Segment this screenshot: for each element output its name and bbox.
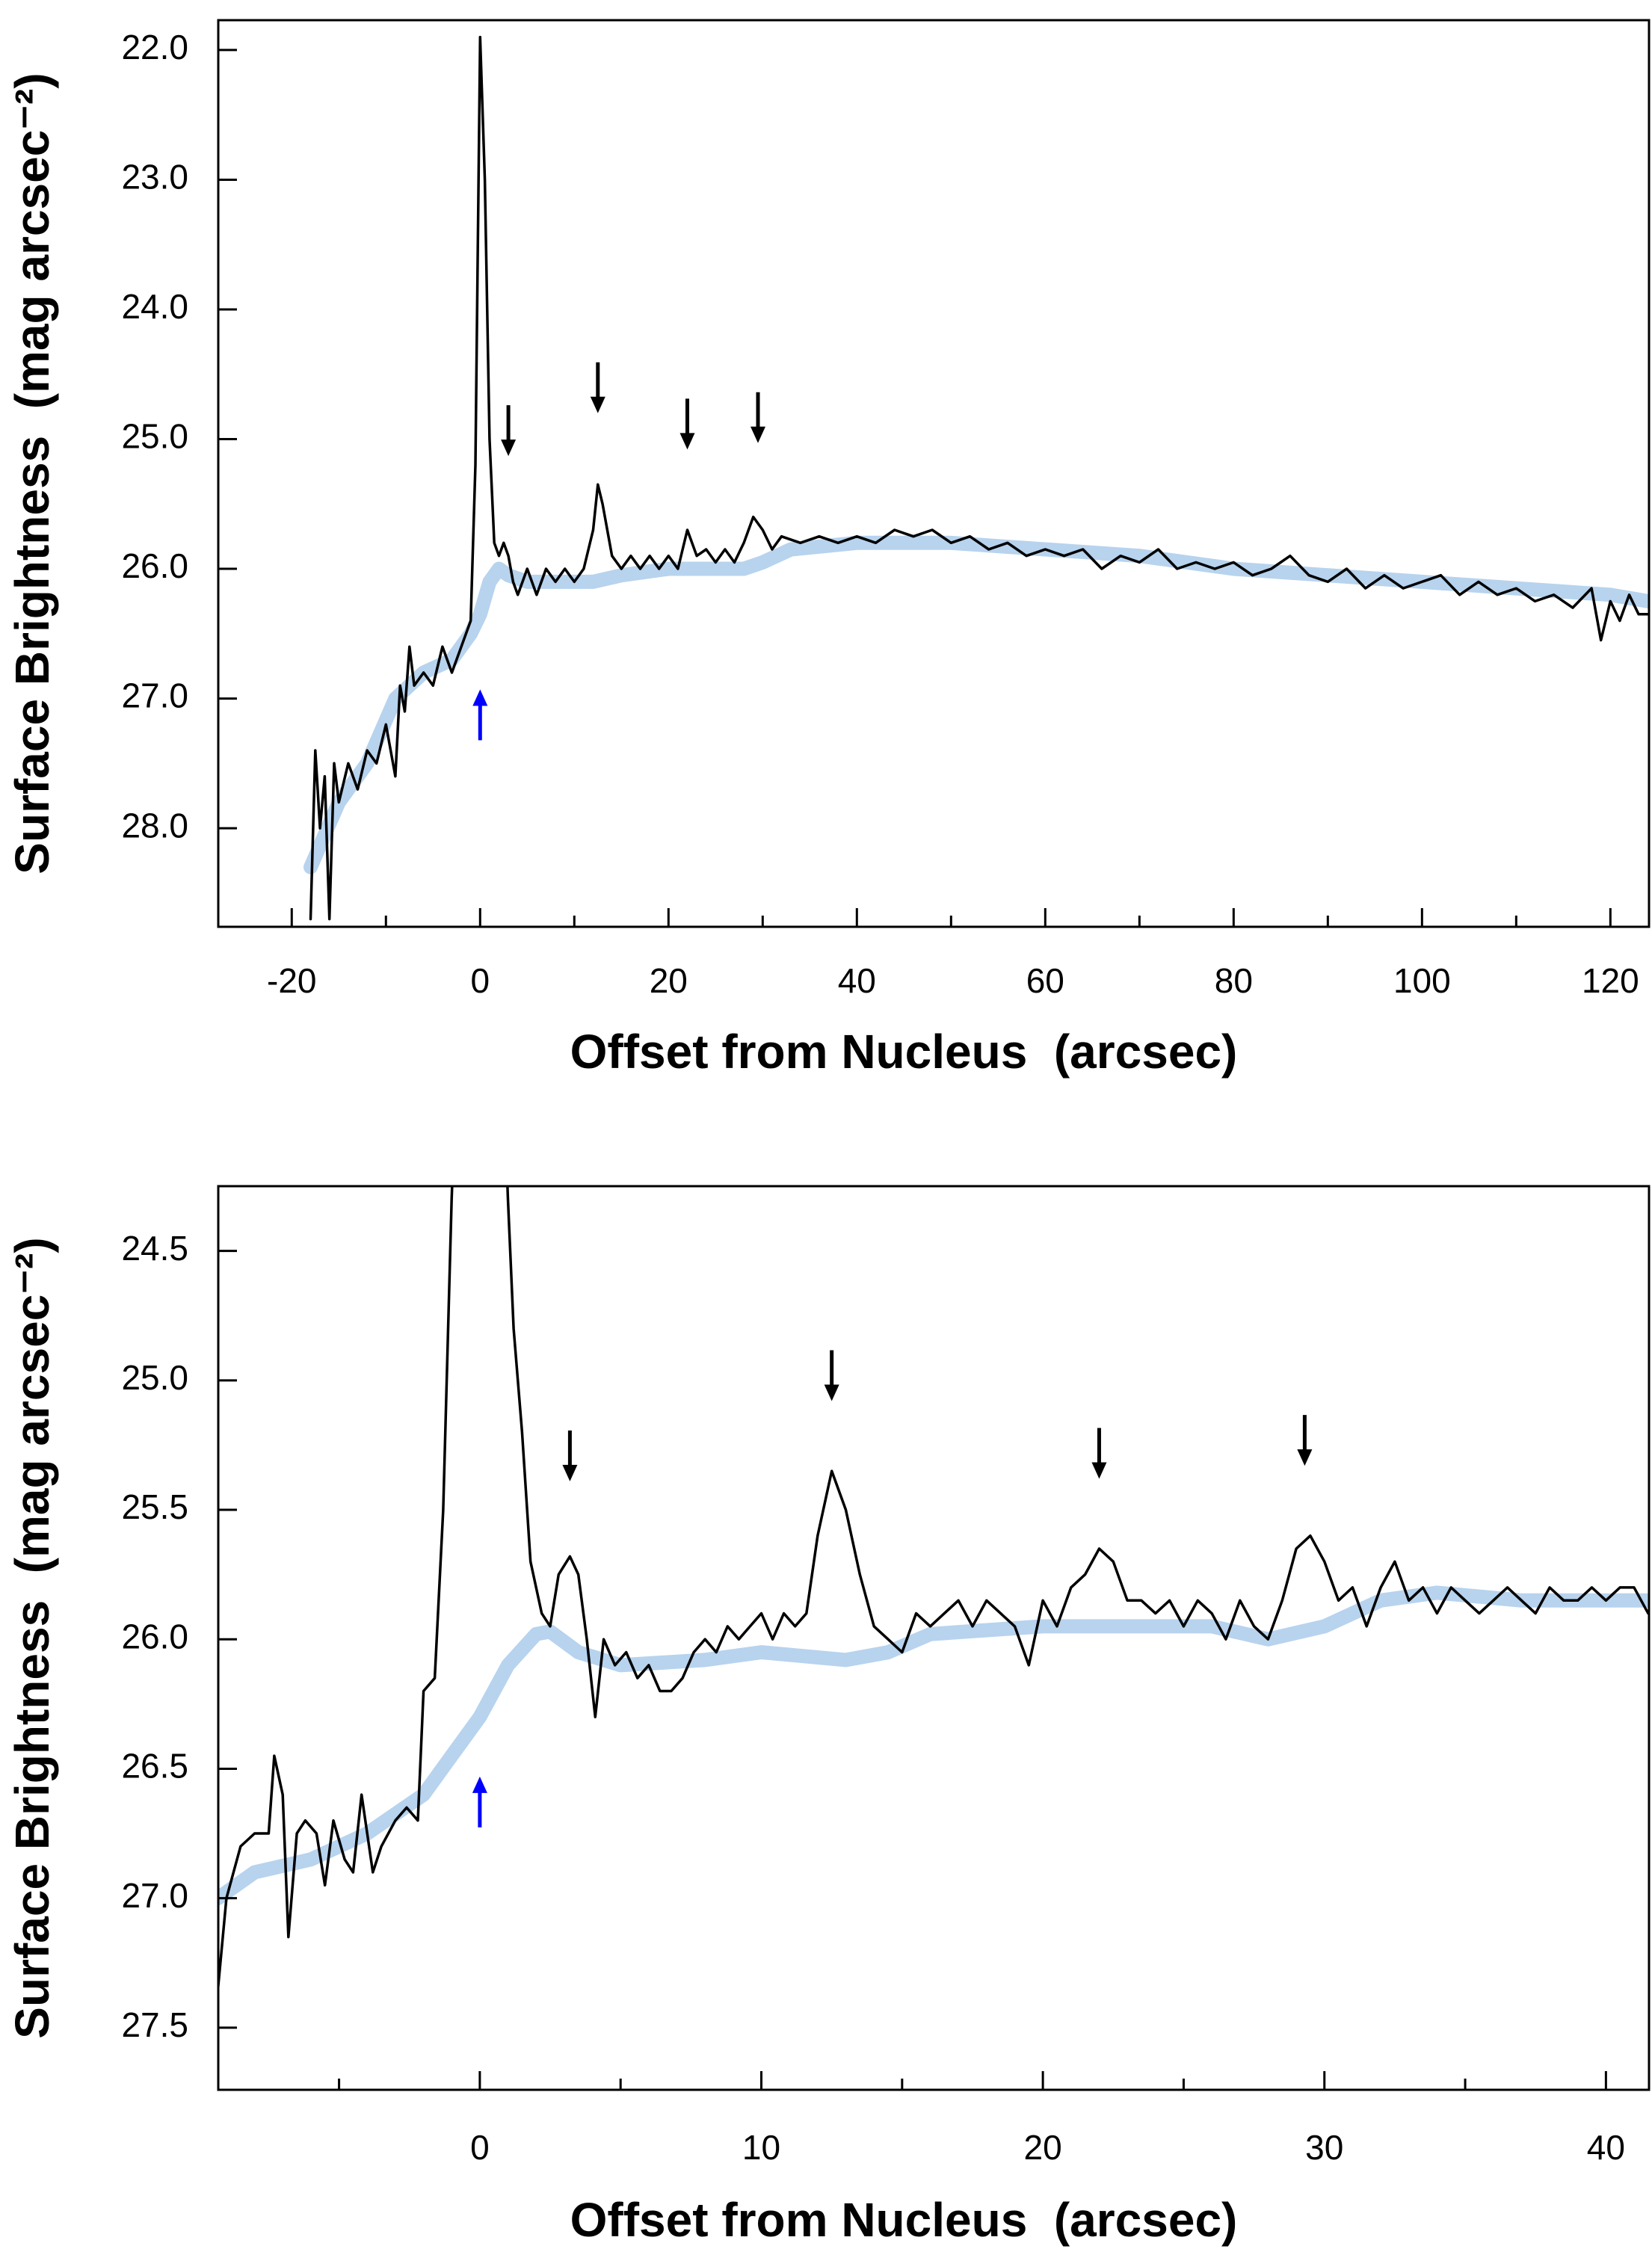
y-tick-label: 26.5 [121,1747,188,1786]
arrow [472,1776,487,1827]
x-tick-label: 40 [838,961,876,1000]
chart-panel: 22.0 23.0 24.0 25.0 26.0 27.0 28.0 -20 0 20 40 60 80… [5,19,1651,1079]
arrow [679,398,695,450]
y-tick-label: 26.0 [121,1617,188,1656]
y-tick-label: 24.5 [121,1229,188,1268]
arrow [1091,1428,1107,1479]
arrow [472,689,488,741]
arrow [824,1350,839,1401]
arrow-head [472,689,488,706]
y-tick-label: 27.0 [121,676,188,715]
arrow [1297,1415,1313,1466]
plot-frame [217,1185,1651,2091]
y-tick-label: 25.0 [121,1358,188,1397]
y-tick-label: 27.5 [121,2005,188,2044]
x-axis-title: Offset from Nucleus (arcsec) [570,2193,1238,2247]
y-axis-title: Surface Brightness (mag arcsec⁻²) [5,1237,59,2038]
x-tick-label: 60 [1026,961,1064,1000]
arrow [751,392,766,443]
arrow-head [679,433,695,450]
arrow [501,405,517,457]
arrow [562,1430,578,1481]
x-tick-label: 40 [1587,2128,1625,2167]
arrow-head [1297,1449,1313,1466]
arrow-head [562,1464,578,1481]
y-tick-label: 23.0 [121,158,188,197]
y-tick-label: 28.0 [121,806,188,845]
data-line [218,1186,1649,1990]
x-tick-label: 20 [1024,2128,1062,2167]
x-tick-label: 80 [1215,961,1253,1000]
y-tick-label: 25.0 [121,417,188,456]
data-line [309,35,1649,921]
arrow-head [501,439,517,457]
y-tick-label: 27.0 [121,1876,188,1915]
x-tick-label: 20 [650,961,688,1000]
plot-area [218,1186,1649,1990]
chart-panel: 24.5 25.0 25.5 26.0 26.5 27.0 27.5 0 10 20 30 40 Off… [5,1185,1651,2247]
x-tick-label: 30 [1305,2128,1343,2167]
x-tick-label: 120 [1582,961,1639,1000]
arrow-head [824,1384,839,1401]
y-tick-label: 25.5 [121,1487,188,1526]
y-axis-title: Surface Brightness (mag arcsec⁻²) [5,73,59,874]
x-tick-label: 0 [470,2128,490,2167]
x-tick-label: -20 [267,961,316,1000]
plot-area [303,35,1649,921]
x-tick-label: 100 [1393,961,1451,1000]
arrow-head [472,1776,487,1793]
x-tick-label: 0 [470,961,490,1000]
y-tick-label: 22.0 [121,28,188,67]
plot-frame [217,19,1651,928]
y-tick-label: 26.0 [121,546,188,585]
data-line [303,535,1649,874]
arrow [590,362,605,413]
x-axis-title: Offset from Nucleus (arcsec) [570,1025,1238,1079]
x-tick-label: 10 [742,2128,780,2167]
arrow-head [590,396,605,413]
y-tick-label: 24.0 [121,287,188,326]
data-line [218,1585,1649,1906]
arrow-head [1091,1462,1107,1479]
arrow-head [751,426,766,443]
